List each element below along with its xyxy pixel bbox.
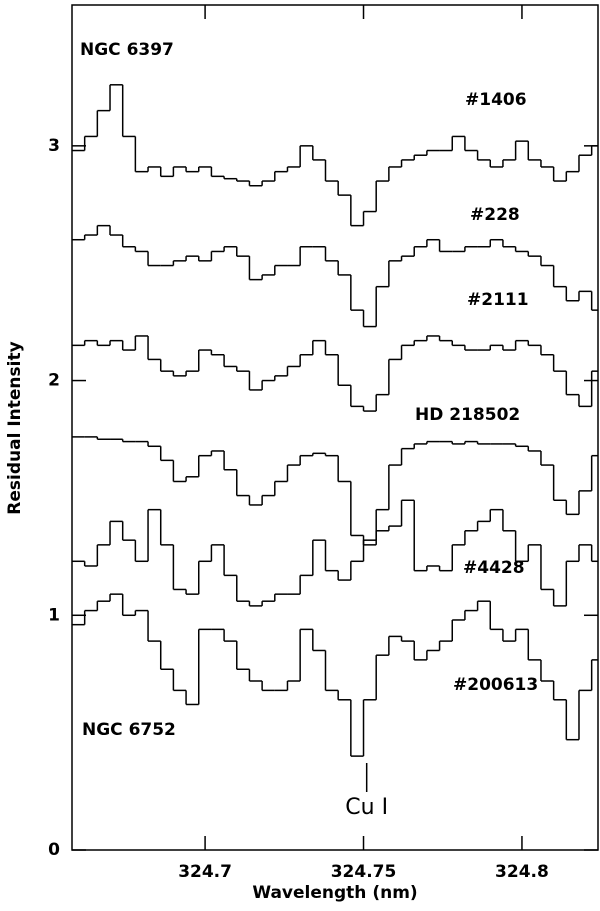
x-tick-label: 324.7 [178,862,232,882]
series-label: #1406 [465,90,527,110]
cluster-label: NGC 6752 [82,720,176,740]
y-tick-label: 1 [48,605,60,625]
series-label: #228 [470,205,520,225]
x-tick-label: 324.8 [495,862,549,882]
y-axis-title: Residual Intensity [5,341,25,514]
y-tick-label: 2 [48,371,60,391]
series-label: #200613 [453,675,538,695]
y-tick-label: 3 [48,136,60,156]
cluster-label: NGC 6397 [80,40,174,60]
series-label: #2111 [467,290,529,310]
plot-frame [71,4,599,851]
x-axis-title: Wavelength (nm) [252,883,417,903]
y-tick-label: 0 [48,840,60,860]
series-label: HD 218502 [415,405,520,425]
x-tick-label: 324.75 [331,862,397,882]
line-marker-label: Cu I [345,795,388,820]
series-label: #4428 [463,558,525,578]
